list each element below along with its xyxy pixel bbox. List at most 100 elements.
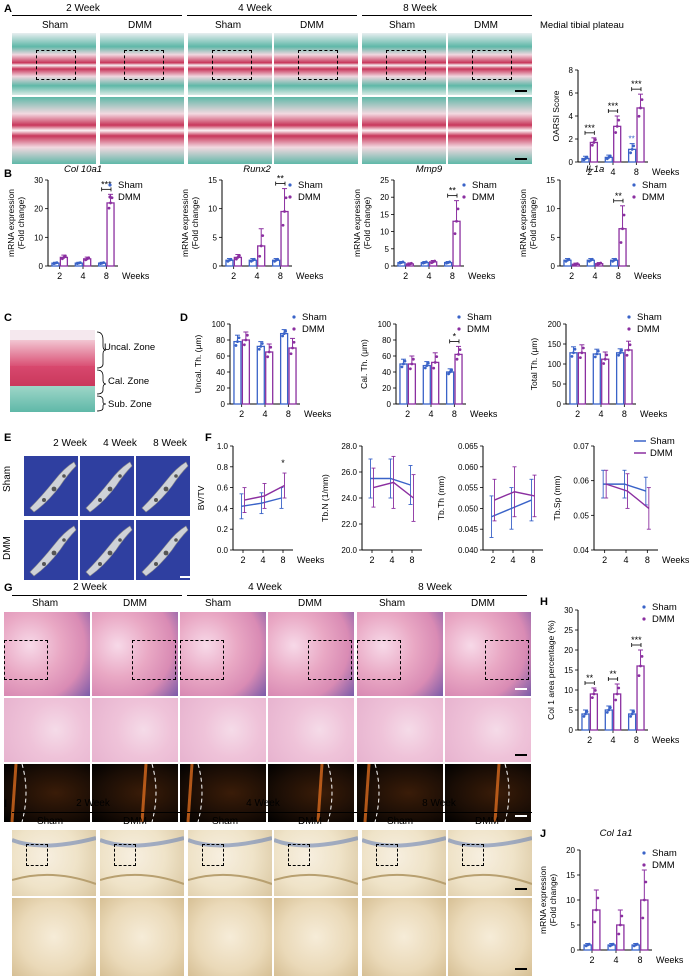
data-point <box>592 141 596 144</box>
y-tick-label: 0 <box>213 262 218 271</box>
x-tick-label: 4 <box>610 735 615 745</box>
y-tick-label: 0.8 <box>217 463 229 472</box>
a-col-sham: Sham <box>214 20 242 31</box>
zoom-region-box <box>212 50 252 80</box>
legend-swatch <box>108 183 112 187</box>
data-point <box>635 942 639 946</box>
data-point <box>453 232 457 236</box>
data-point <box>641 916 645 920</box>
data-point <box>611 942 615 946</box>
bone-shape <box>141 525 189 577</box>
a-col-dmm: DMM <box>128 20 152 31</box>
i-ihc-overview-image <box>188 830 272 896</box>
data-point <box>448 370 452 374</box>
collagen-outline <box>10 764 27 822</box>
legend-swatch <box>642 617 646 621</box>
x-tick-label: 2 <box>575 409 580 419</box>
e-col-4week: 4 Week <box>103 438 137 449</box>
data-point <box>629 151 633 155</box>
legend-label: DMM <box>650 448 673 459</box>
chart-D-total: 0 50 100 150 200 Total Th. (μm) 2 4 8 Weeks ShamDM… <box>529 312 668 419</box>
data-point <box>435 355 439 359</box>
x-axis-label: Weeks <box>652 167 680 177</box>
g-he-zoom-image <box>180 698 266 762</box>
x-tick-label: 8 <box>530 555 535 565</box>
y-tick-label: 30 <box>34 176 43 185</box>
data-point <box>450 368 454 372</box>
data-point <box>259 345 263 348</box>
legend-label: DMM <box>467 324 490 335</box>
y-axis-label: (Fold change) <box>190 197 200 250</box>
x-tick-label: 4 <box>610 167 615 177</box>
g-group-2week: 2 Week <box>73 582 107 593</box>
x-tick-label: 8 <box>634 167 639 177</box>
x-tick-label: 4 <box>510 555 515 565</box>
zoom-region-box <box>472 50 512 80</box>
data-point <box>584 712 587 716</box>
a-overview-image <box>274 33 358 95</box>
data-point <box>615 124 619 128</box>
scale-bar <box>515 688 527 690</box>
a-overview-image <box>12 33 96 95</box>
data-point <box>580 351 584 355</box>
x-axis-label: Weeks <box>640 409 668 419</box>
x-axis-label: Weeks <box>297 555 325 565</box>
y-tick-label: 5 <box>213 233 218 242</box>
chart-F-tbn: 20.0 22.0 24.0 26.0 28.0 Tb.N (1/mm) 2 4 8 <box>320 442 422 565</box>
collagen-outline <box>316 764 333 822</box>
x-tick-label: 8 <box>286 409 291 419</box>
x-axis-label: Weeks <box>656 955 684 965</box>
i-col-sham: Sham <box>211 816 239 827</box>
data-point <box>573 347 577 351</box>
data-point <box>630 147 634 151</box>
data-point <box>403 359 407 363</box>
tissue-stain <box>274 836 358 885</box>
y-tick-label: 0.07 <box>573 442 589 451</box>
g-he-zoom-image <box>268 698 354 762</box>
y-axis-label: BV/TV <box>196 485 206 510</box>
a-col-dmm: DMM <box>300 20 324 31</box>
chart-B-il1a: Il-1a 0 5 10 15 mRNA expression (Fold change) 2… <box>518 164 667 281</box>
a-divider <box>12 15 182 16</box>
legend-swatch <box>108 195 112 199</box>
y-tick-label: 0 <box>221 400 226 409</box>
x-axis-label: Weeks <box>296 271 324 281</box>
g-col-dmm: DMM <box>471 598 495 609</box>
y-tick-label: 20 <box>216 384 225 393</box>
i-col-dmm: DMM <box>298 816 322 827</box>
legend-label: Sham <box>642 180 667 191</box>
y-tick-label: 20 <box>34 205 43 214</box>
e-col-2week: 2 Week <box>53 438 87 449</box>
legend-label: Sham <box>652 602 677 613</box>
x-tick-label: 2 <box>602 555 607 565</box>
e-microct-image <box>24 456 78 516</box>
data-point <box>575 262 579 265</box>
data-point <box>632 144 636 148</box>
significance-label: *** <box>584 123 595 133</box>
i-ihc-zoom-image <box>12 898 96 976</box>
i-ihc-zoom-image <box>188 898 272 976</box>
g-divider <box>357 595 527 596</box>
data-point <box>567 257 571 261</box>
data-point <box>595 352 599 356</box>
data-point <box>639 106 642 110</box>
data-point <box>618 351 622 355</box>
x-tick-label: 2 <box>405 409 410 419</box>
chart-F-bvtv: 0.0 0.2 0.4 0.6 0.8 1.0 BV/TV 2 4 8 Weeks * <box>196 442 325 565</box>
data-point <box>570 355 574 358</box>
e-row-sham: Sham <box>2 465 13 492</box>
y-tick-label: 50 <box>552 380 561 389</box>
bar-sham <box>569 352 578 405</box>
g-he-overview-image <box>92 612 178 696</box>
data-point <box>617 118 621 122</box>
chart-title: Mmp9 <box>416 164 443 175</box>
g-he-zoom-image <box>4 698 90 762</box>
scale-bar <box>515 888 527 890</box>
i-ihc-zoom-image <box>362 898 446 976</box>
zoom-region-box <box>180 640 224 680</box>
data-point <box>642 898 646 902</box>
legend-label: Sham <box>298 180 323 191</box>
a-divider <box>187 15 357 16</box>
a-zoom-image <box>448 97 532 164</box>
